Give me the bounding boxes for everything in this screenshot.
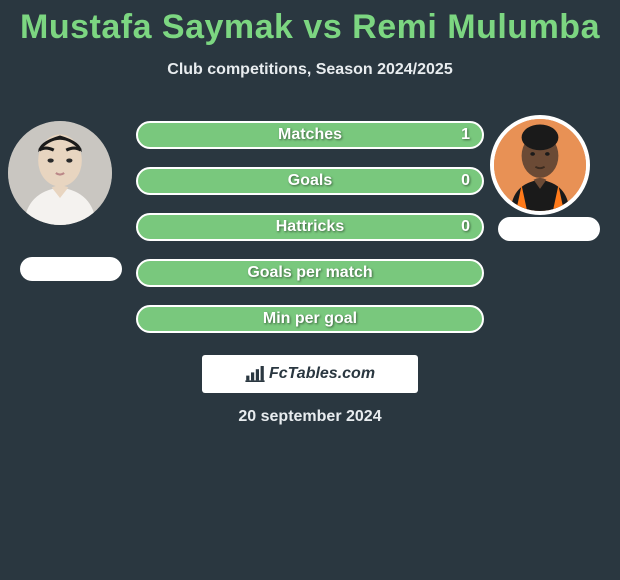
brand-box: FcTables.com bbox=[202, 355, 418, 393]
player-left-pill bbox=[20, 257, 122, 281]
stat-row: Goals 0 bbox=[136, 167, 484, 195]
stat-row: Matches 1 bbox=[136, 121, 484, 149]
avatar-left-svg bbox=[8, 121, 112, 225]
player-right-pill bbox=[498, 217, 600, 241]
subtitle: Club competitions, Season 2024/2025 bbox=[0, 61, 620, 79]
stat-label: Goals bbox=[138, 169, 482, 193]
stat-row: Hattricks 0 bbox=[136, 213, 484, 241]
brand-label: FcTables.com bbox=[269, 365, 375, 383]
comparison-card: Mustafa Saymak vs Remi Mulumba Club comp… bbox=[0, 0, 620, 580]
stat-row: Min per goal bbox=[136, 305, 484, 333]
stat-right-value: 0 bbox=[461, 215, 470, 239]
stat-right-value: 1 bbox=[461, 123, 470, 147]
stat-label: Hattricks bbox=[138, 215, 482, 239]
stats-bars: Matches 1 Goals 0 Hattricks 0 Goals per … bbox=[136, 121, 484, 351]
stat-label: Min per goal bbox=[138, 307, 482, 331]
player-right-avatar bbox=[490, 115, 590, 215]
date-text: 20 september 2024 bbox=[0, 408, 620, 426]
stat-row: Goals per match bbox=[136, 259, 484, 287]
stat-right-value: 0 bbox=[461, 169, 470, 193]
player-left-avatar bbox=[8, 121, 112, 225]
page-title: Mustafa Saymak vs Remi Mulumba bbox=[0, 0, 620, 47]
bar-chart-icon bbox=[245, 366, 265, 382]
stat-label: Goals per match bbox=[138, 261, 482, 285]
stat-label: Matches bbox=[138, 123, 482, 147]
brand-text: FcTables.com bbox=[245, 365, 375, 383]
avatar-right-svg bbox=[494, 119, 586, 211]
